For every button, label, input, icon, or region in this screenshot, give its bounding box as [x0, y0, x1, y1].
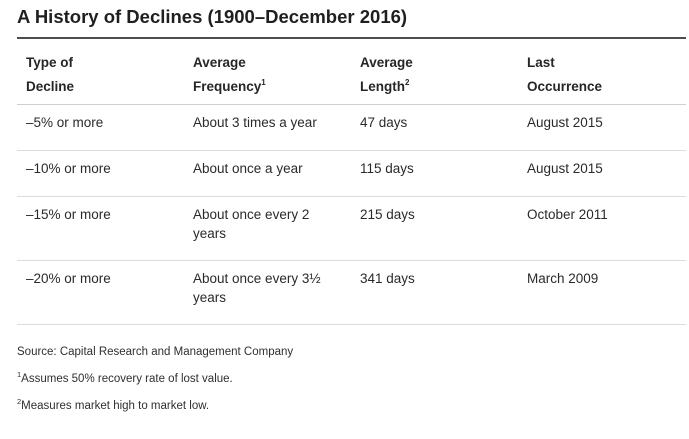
cell-last-occurrence: March 2009 [527, 271, 599, 286]
header-freq-line2-wrap: Frequency1 [193, 75, 343, 99]
table-header-row: Type of Decline Average Frequency1 Avera… [17, 39, 686, 105]
cell-type: –10% or more [26, 161, 111, 176]
cell-frequency-line2: years [193, 226, 227, 241]
header-type-line1: Type of [26, 55, 73, 70]
declines-table: Type of Decline Average Frequency1 Avera… [17, 39, 686, 325]
cell-frequency-line1: About once every 3½ [193, 271, 321, 286]
title-divider [17, 37, 686, 39]
header-last-line1: Last [527, 55, 555, 70]
page-title: A History of Declines (1900–December 201… [17, 6, 408, 27]
header-length-line1: Average [360, 55, 413, 70]
header-freq-line1: Average [193, 55, 246, 70]
cell-frequency: About once every 2 years [193, 205, 333, 243]
cell-length: 47 days [360, 115, 408, 130]
footnote-1-text: Assumes 50% recovery rate of lost value. [21, 373, 233, 385]
footnote-marker-2: 2 [405, 78, 410, 87]
cell-frequency-line1: About 3 times a year [193, 115, 317, 130]
footnote-1: 1Assumes 50% recovery rate of lost value… [17, 370, 233, 385]
cell-last-occurrence: August 2015 [527, 115, 603, 130]
header-last-line2: Occurrence [527, 79, 603, 94]
header-average-length: Average Length2 [360, 51, 510, 99]
footnote-marker-1: 1 [261, 78, 266, 87]
source-note: Source: Capital Research and Management … [17, 346, 294, 358]
cell-type: –20% or more [26, 271, 111, 286]
cell-last-occurrence: August 2015 [527, 161, 603, 176]
cell-type: –15% or more [26, 207, 111, 222]
cell-frequency: About once every 3½ years [193, 269, 333, 307]
cell-length: 115 days [360, 161, 414, 176]
cell-type: –5% or more [26, 115, 104, 130]
footnote-2-marker: 2 [17, 397, 22, 406]
cell-frequency: About once a year [193, 159, 343, 178]
header-length-line2-wrap: Length2 [360, 75, 510, 99]
header-last-occurrence: Last Occurrence [527, 51, 677, 99]
footnote-1-marker: 1 [17, 370, 22, 379]
table-row: –15% or more About once every 2 years 21… [17, 197, 686, 261]
cell-frequency: About 3 times a year [193, 113, 343, 132]
cell-frequency-line1: About once every 2 [193, 207, 310, 222]
header-freq-line2: Frequency [193, 79, 262, 94]
header-type-line2: Decline [26, 79, 75, 94]
header-average-frequency: Average Frequency1 [193, 51, 343, 99]
table-row: –10% or more About once a year 115 days … [17, 151, 686, 197]
header-length-line2: Length [360, 79, 405, 94]
cell-frequency-line1: About once a year [193, 161, 303, 176]
footnote-2-text: Measures market high to market low. [21, 400, 210, 412]
table-row: –20% or more About once every 3½ years 3… [17, 261, 686, 325]
cell-length: 215 days [360, 207, 415, 222]
cell-length: 341 days [360, 271, 415, 286]
table-row: –5% or more About 3 times a year 47 days… [17, 105, 686, 151]
header-type-of-decline: Type of Decline [26, 51, 186, 99]
cell-last-occurrence: October 2011 [527, 207, 608, 222]
footnote-2: 2Measures market high to market low. [17, 397, 210, 412]
cell-frequency-line2: years [193, 290, 227, 305]
